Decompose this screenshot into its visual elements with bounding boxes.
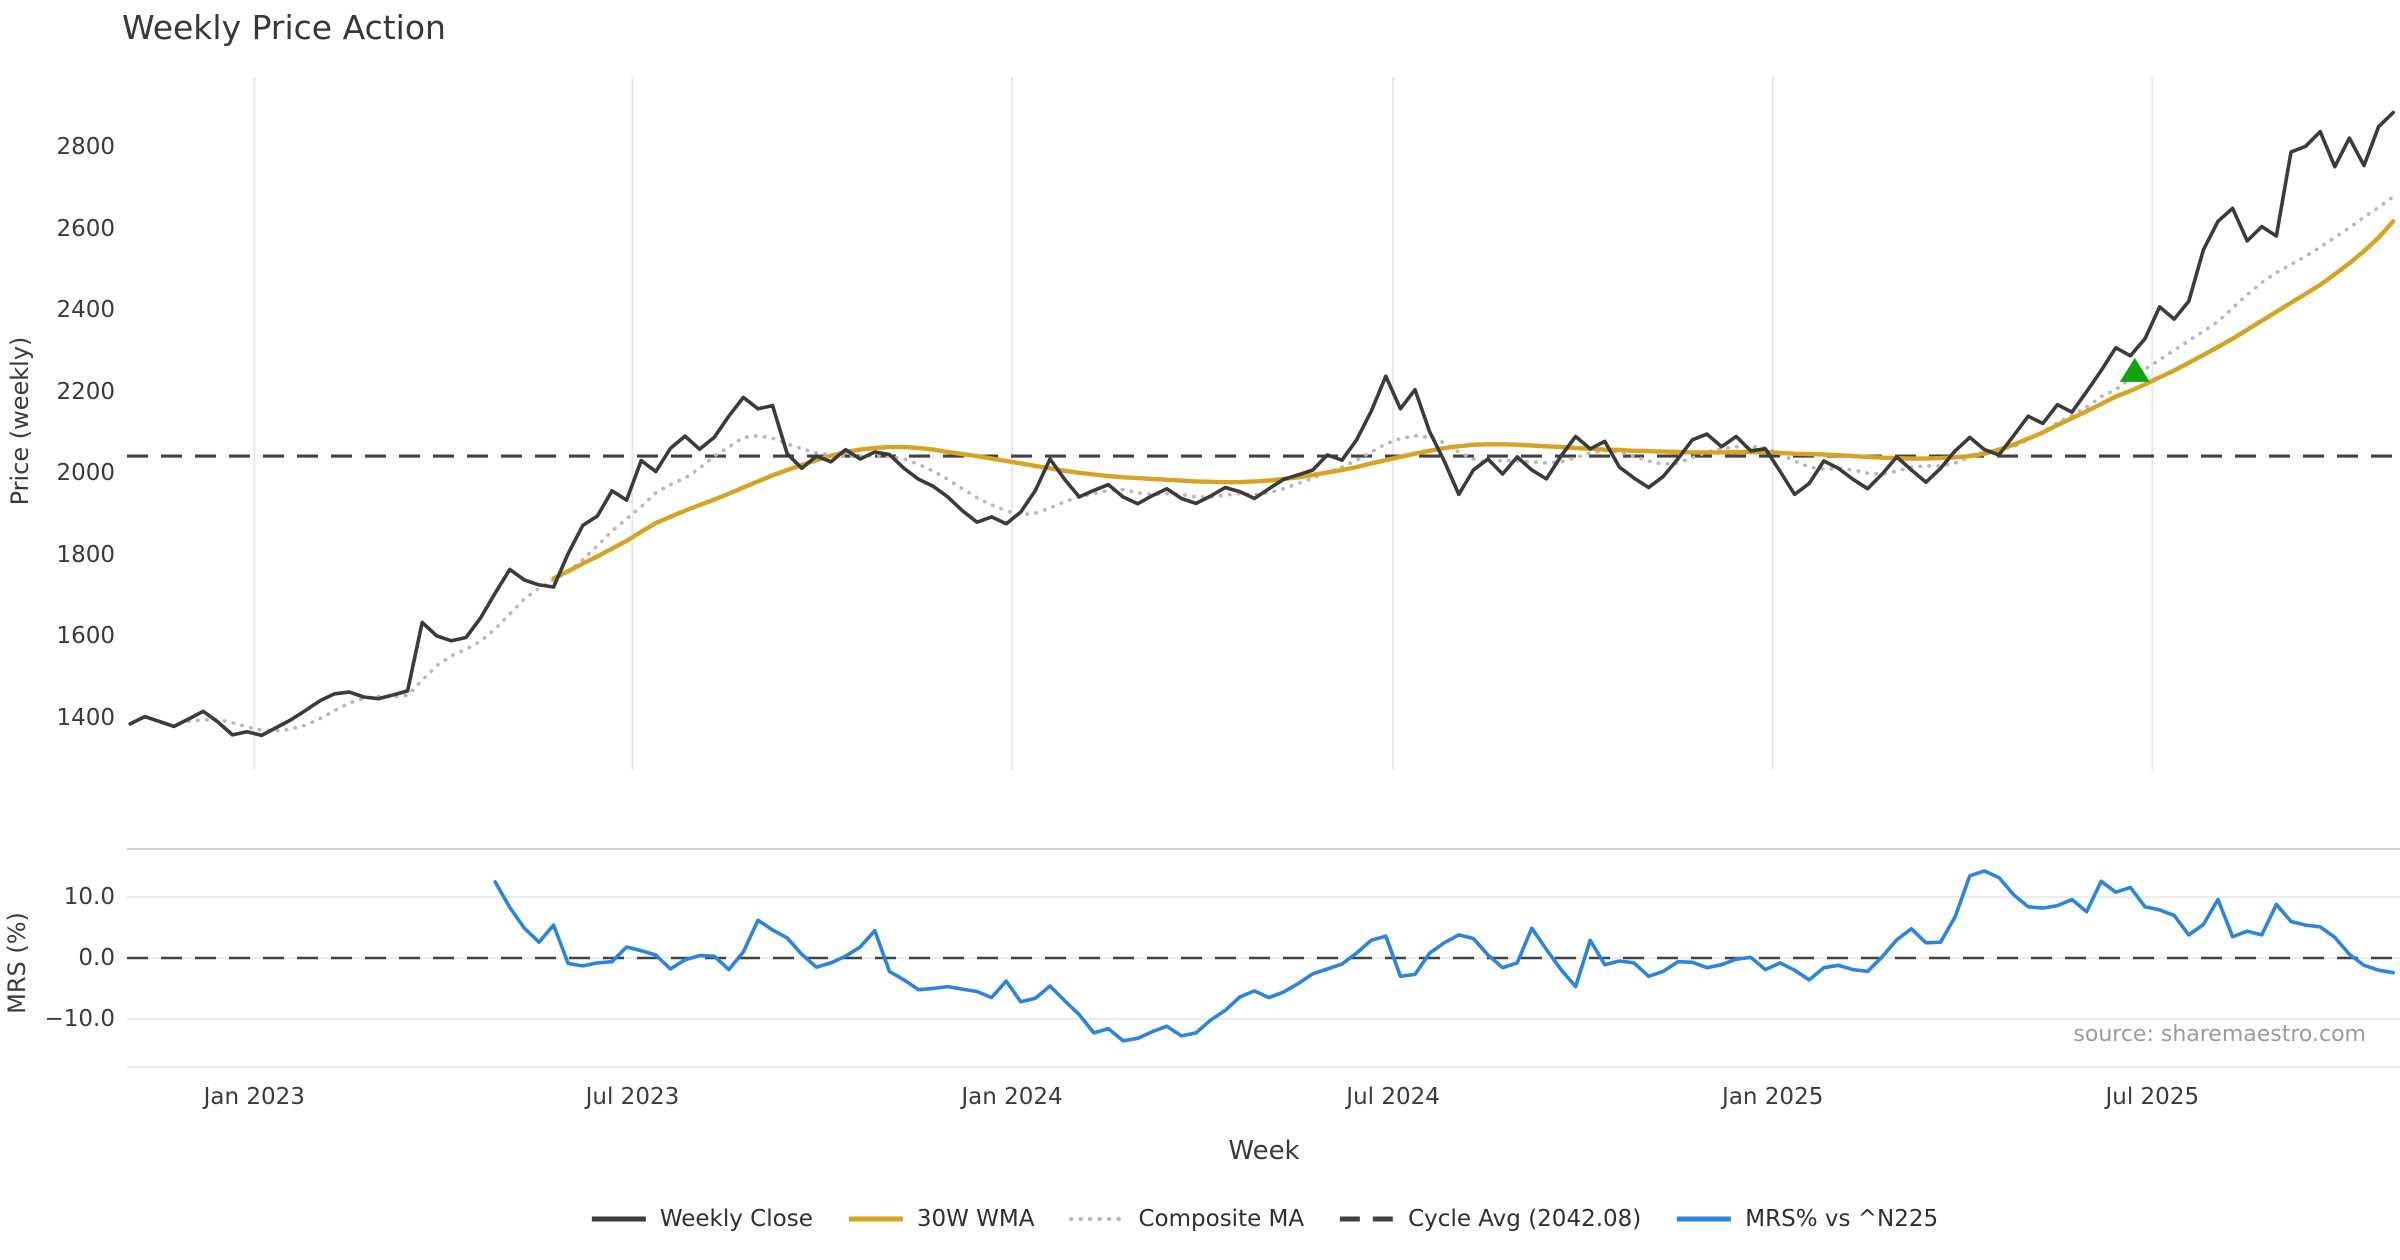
mrs-tick-label: −10.0 (44, 1005, 115, 1032)
legend-item: Weekly Close (590, 1206, 813, 1232)
source-attribution: source: sharemaestro.com (2073, 1022, 2366, 1047)
legend-item: MRS% vs ^N225 (1675, 1206, 1938, 1232)
legend-line-sample (591, 1216, 646, 1222)
mrs-tick-label: 0.0 (78, 945, 115, 971)
wma-30w-line (551, 219, 2396, 581)
legend-item: Cycle Avg (2042.08) (1338, 1206, 1641, 1232)
x-tick-label: Jul 2023 (585, 1084, 680, 1110)
weekly-close-line (128, 110, 2395, 738)
mrs-tick-label: 10.0 (63, 884, 115, 911)
x-tick-label: Jul 2024 (1346, 1084, 1440, 1110)
legend-line-sample (1068, 1217, 1127, 1221)
price-tick-label: 2200 (56, 378, 115, 405)
legend-item-label: Weekly Close (659, 1206, 813, 1232)
chart-title: Weekly Price Action (122, 8, 446, 47)
legend-line-sample (1340, 1216, 1395, 1222)
legend-line-sample (848, 1216, 903, 1222)
legend-item-label: Cycle Avg (2042.08) (1408, 1206, 1642, 1232)
mrs-line (493, 869, 2395, 1043)
signal-triangle-marker (2119, 357, 2150, 382)
composite-ma-line (186, 195, 2395, 733)
x-tick-label: Jan 2024 (961, 1084, 1063, 1110)
x-axis-label: Week (1228, 1136, 1300, 1166)
legend-item: 30W WMA (847, 1206, 1035, 1232)
legend-item-label: 30W WMA (916, 1206, 1035, 1232)
legend-item-label: MRS% vs ^N225 (1745, 1206, 1939, 1232)
price-tick-label: 2000 (56, 460, 115, 487)
price-tick-label: 1600 (56, 623, 115, 650)
price-tick-label: 2400 (56, 297, 115, 324)
price-tick-label: 1800 (56, 541, 115, 568)
x-tick-label: Jul 2025 (2105, 1084, 2200, 1110)
price-tick-label: 2800 (56, 134, 115, 161)
legend-line-sample (1677, 1216, 1732, 1222)
x-tick-label: Jan 2025 (1722, 1084, 1824, 1110)
price-tick-label: 2600 (56, 215, 115, 242)
legend-item: Composite MA (1068, 1206, 1304, 1232)
x-tick-label: Jan 2023 (203, 1084, 305, 1110)
chart-legend: Weekly Close 30W WMA Composite MA Cycle Avg… (590, 1206, 1938, 1232)
legend-item-label: Composite MA (1138, 1206, 1305, 1232)
price-tick-label: 1400 (56, 704, 115, 731)
